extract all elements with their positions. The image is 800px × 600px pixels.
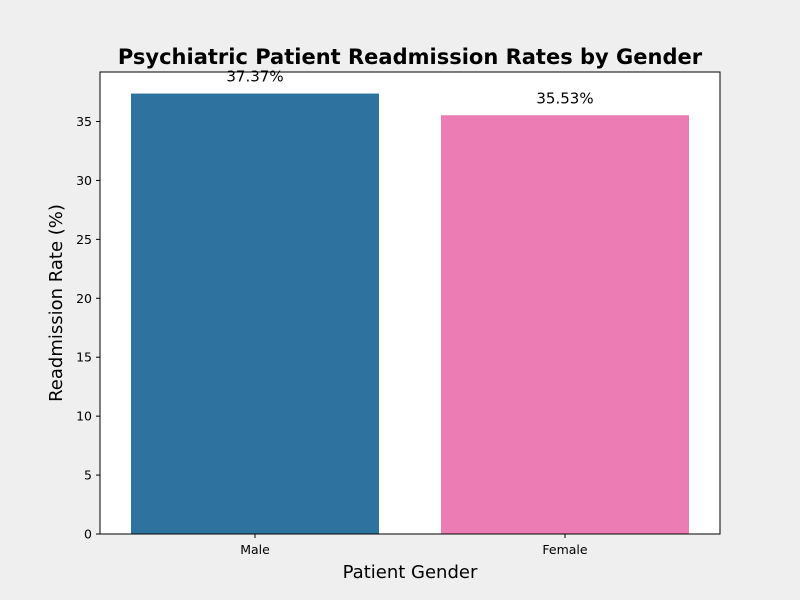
value-label-male: 37.37% (226, 68, 283, 86)
plot-frame (99, 71, 721, 535)
x-tick-label: Male (240, 542, 270, 557)
x-axis: Male Female (240, 534, 588, 557)
y-axis-label: Readmission Rate (%) (46, 204, 67, 402)
bars-layer (131, 93, 689, 534)
bar-male (131, 93, 379, 534)
chart-title: Psychiatric Patient Readmission Rates by… (118, 45, 703, 69)
y-tick-label: 15 (76, 350, 92, 365)
y-tick-label: 20 (76, 291, 92, 306)
y-tick-label: 5 (84, 468, 92, 483)
bar-female (441, 115, 689, 534)
y-tick-label: 35 (76, 114, 92, 129)
y-tick-label: 0 (84, 527, 92, 542)
y-tick-label: 10 (76, 409, 92, 424)
x-axis-label: Patient Gender (343, 562, 478, 583)
y-tick-label: 25 (76, 232, 92, 247)
x-tick-label: Female (542, 542, 588, 557)
value-label-female: 35.53% (536, 89, 593, 107)
y-axis: 0 5 10 15 20 25 30 35 (76, 114, 100, 542)
y-tick-label: 30 (76, 173, 92, 188)
